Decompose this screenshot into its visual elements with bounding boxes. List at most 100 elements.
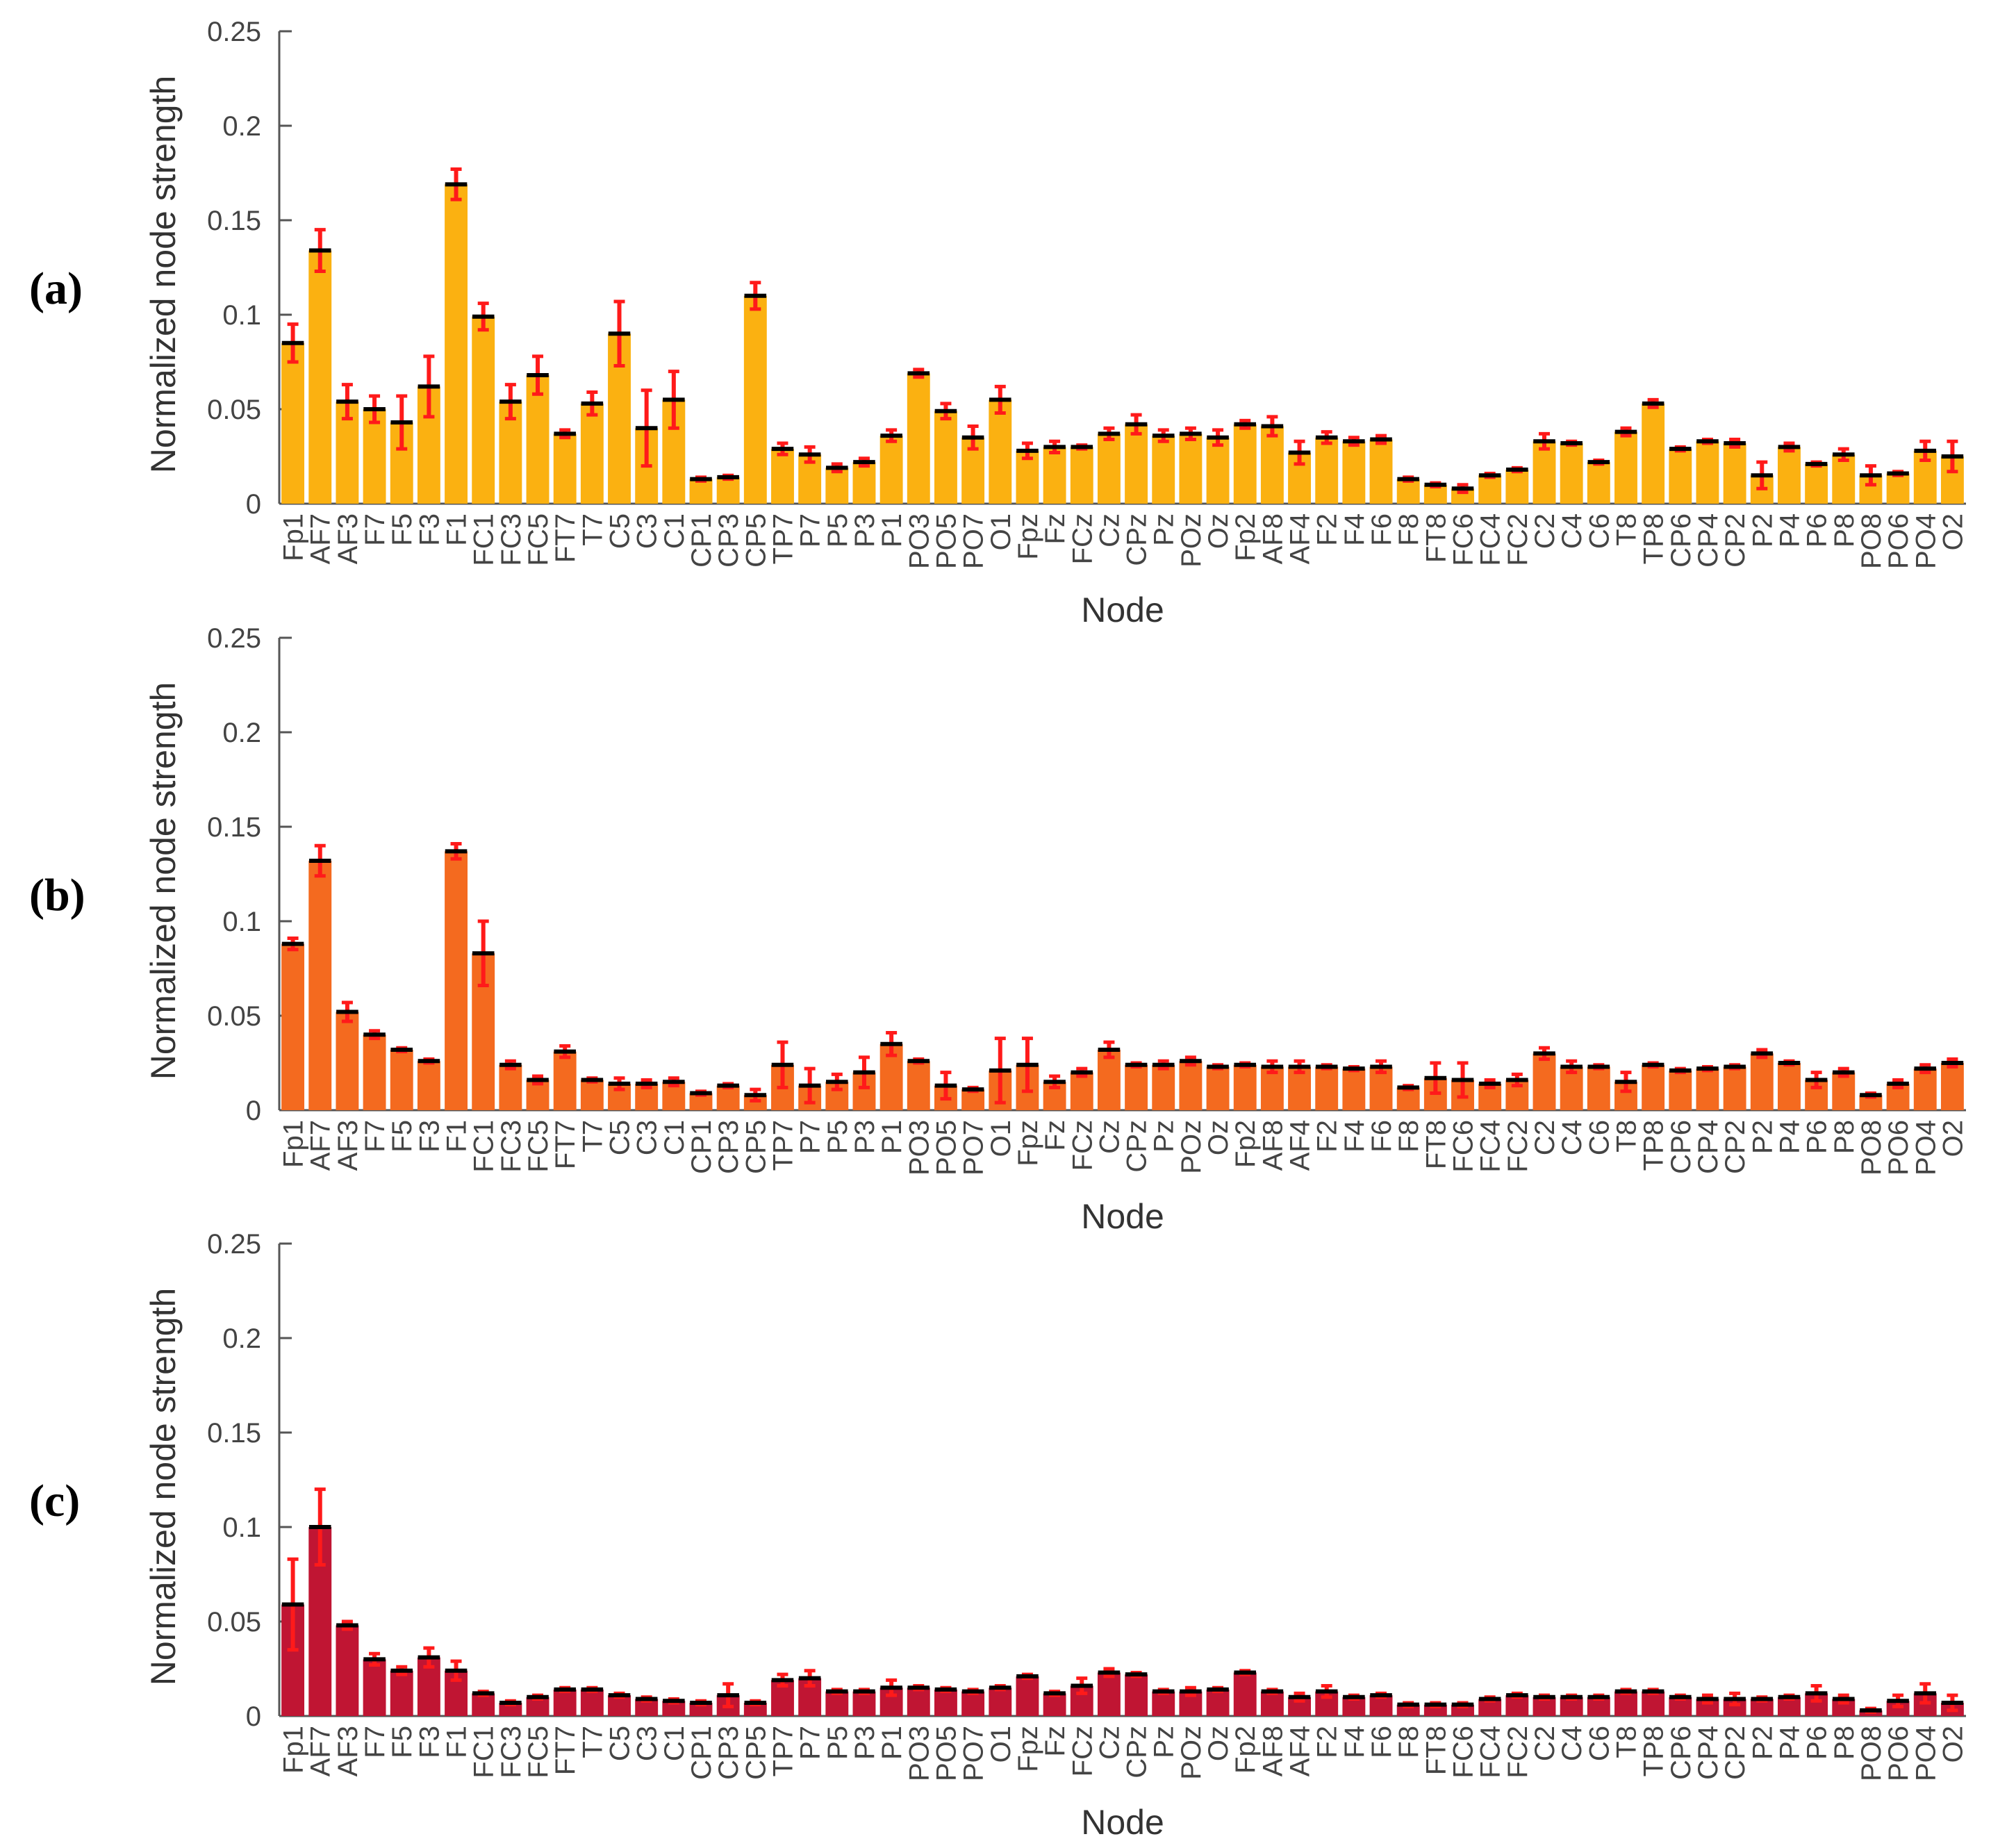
x-tick-label: PO7 xyxy=(959,1726,989,1781)
x-tick-label: P3 xyxy=(850,1726,880,1760)
panel-label: (a) xyxy=(29,263,83,314)
x-tick-label: Fp2 xyxy=(1230,1120,1261,1168)
x-tick-label: Pz xyxy=(1149,1726,1180,1758)
x-tick-label: Fp1 xyxy=(279,1726,309,1774)
panel-a: 0 0.05 0.1 0.15 0.2 0.25 Normalized node stren… xyxy=(29,17,1968,629)
x-tick-label: TP7 xyxy=(768,513,798,564)
x-tick-label: Fz xyxy=(1040,1120,1071,1150)
x-tick-label: FT8 xyxy=(1421,1726,1451,1775)
y-tick-label: 0 xyxy=(246,489,261,520)
y-tick-label: 0.05 xyxy=(207,1607,261,1637)
bar-p3 xyxy=(852,1691,876,1716)
x-tick-label: Pz xyxy=(1149,513,1180,546)
bar-cp3 xyxy=(716,477,740,504)
x-axis-title: Node xyxy=(1081,1197,1164,1236)
x-tick-label: AF7 xyxy=(306,1726,336,1776)
bar-f8 xyxy=(1396,479,1420,504)
x-tick-label: POz xyxy=(1176,1120,1207,1174)
bar-fc1 xyxy=(472,1693,495,1716)
bar-fc3 xyxy=(499,1064,522,1110)
bar-f7 xyxy=(363,409,386,504)
x-tick-label: CPz xyxy=(1122,1120,1153,1173)
bar-f8 xyxy=(1396,1704,1420,1716)
bar-t8 xyxy=(1614,431,1637,504)
bar-fcz xyxy=(1070,1072,1093,1110)
x-tick-label: F4 xyxy=(1339,1726,1370,1758)
x-tick-label: O1 xyxy=(986,513,1016,550)
bar-cz xyxy=(1097,1672,1121,1716)
x-tick-label: FC6 xyxy=(1448,1726,1479,1779)
bar-po6 xyxy=(1886,473,1910,504)
x-tick-label: PO5 xyxy=(931,513,961,569)
x-tick-label: FC3 xyxy=(496,1726,527,1779)
x-tick-label: Cz xyxy=(1094,1120,1125,1154)
bar-c6 xyxy=(1587,462,1610,504)
x-tick-label: AF4 xyxy=(1285,1726,1316,1776)
x-tick-label: F2 xyxy=(1312,1120,1343,1153)
x-tick-label: Fpz xyxy=(1013,1726,1043,1772)
x-tick-label: FC2 xyxy=(1503,1726,1533,1779)
y-tick-label: 0.2 xyxy=(222,1323,261,1354)
bar-cp6 xyxy=(1669,449,1692,504)
x-tick-label: Oz xyxy=(1203,513,1234,549)
x-tick-label: AF3 xyxy=(333,1726,363,1776)
x-tick-label: T8 xyxy=(1611,1120,1642,1153)
x-tick-label: O2 xyxy=(1938,1120,1968,1157)
x-tick-label: AF3 xyxy=(333,513,363,564)
x-tick-label: PO3 xyxy=(904,1120,934,1175)
bar-po3 xyxy=(907,1688,930,1716)
panel-b: 0 0.05 0.1 0.15 0.2 0.25 Normalized node stren… xyxy=(29,623,1968,1236)
x-tick-label: C3 xyxy=(632,1726,663,1761)
x-tick-label: FC2 xyxy=(1503,513,1533,566)
x-tick-label: CP6 xyxy=(1666,1120,1696,1174)
x-tick-label: O2 xyxy=(1938,513,1968,550)
x-tick-label: FC6 xyxy=(1448,513,1479,566)
x-tick-label: TP7 xyxy=(768,1726,798,1776)
bar-c4 xyxy=(1560,443,1583,504)
bar-f4 xyxy=(1342,1069,1366,1110)
x-tick-label: P1 xyxy=(877,1120,907,1154)
bar-po5 xyxy=(934,1689,957,1716)
x-tick-label: F1 xyxy=(442,1120,472,1153)
x-tick-label: AF8 xyxy=(1257,1726,1288,1776)
x-tick-label: CP1 xyxy=(686,513,717,568)
x-tick-label: CP2 xyxy=(1720,1120,1751,1174)
x-tick-label: CP3 xyxy=(713,1726,744,1780)
x-tick-label: P3 xyxy=(850,513,880,547)
y-axis-title: Normalized node strength xyxy=(144,1288,183,1686)
bar-fp2 xyxy=(1233,1672,1257,1716)
bar-cp5 xyxy=(743,295,767,504)
x-tick-label: C5 xyxy=(605,1726,636,1761)
x-tick-label: C6 xyxy=(1584,1726,1614,1761)
bar-p2 xyxy=(1750,1053,1774,1110)
x-tick-label: PO4 xyxy=(1910,1726,1941,1781)
bar-t8 xyxy=(1614,1691,1637,1716)
x-tick-label: C4 xyxy=(1557,513,1587,549)
x-tick-label: FC3 xyxy=(496,1120,527,1173)
bar-fc5 xyxy=(526,375,550,504)
x-tick-label: F2 xyxy=(1312,1726,1343,1758)
bar-poz xyxy=(1179,1061,1203,1110)
x-tick-label: PO5 xyxy=(931,1726,961,1781)
bar-p5 xyxy=(825,468,849,504)
x-tick-label: PO8 xyxy=(1856,513,1887,569)
bar-af8 xyxy=(1260,426,1284,504)
x-tick-label: P4 xyxy=(1774,1120,1805,1154)
bar-oz xyxy=(1206,1066,1230,1110)
y-axis-title: Normalized node strength xyxy=(144,682,183,1080)
y-tick-label: 0 xyxy=(246,1701,261,1732)
x-tick-label: PO6 xyxy=(1883,1120,1914,1175)
x-tick-label: Pz xyxy=(1149,1120,1180,1153)
x-tick-label: PO4 xyxy=(1910,513,1941,569)
x-tick-label: PO6 xyxy=(1883,513,1914,569)
bar-cz xyxy=(1097,434,1121,504)
x-tick-label: FT8 xyxy=(1421,1120,1451,1169)
x-tick-label: P6 xyxy=(1802,1726,1833,1760)
x-tick-label: CP2 xyxy=(1720,1726,1751,1780)
x-tick-label: Oz xyxy=(1203,1726,1234,1761)
bar-cpz xyxy=(1125,424,1148,504)
x-tick-label: C3 xyxy=(632,1120,663,1155)
x-tick-label: FCz xyxy=(1067,513,1098,564)
bar-cz xyxy=(1097,1049,1121,1110)
bar-cpz xyxy=(1125,1064,1148,1110)
